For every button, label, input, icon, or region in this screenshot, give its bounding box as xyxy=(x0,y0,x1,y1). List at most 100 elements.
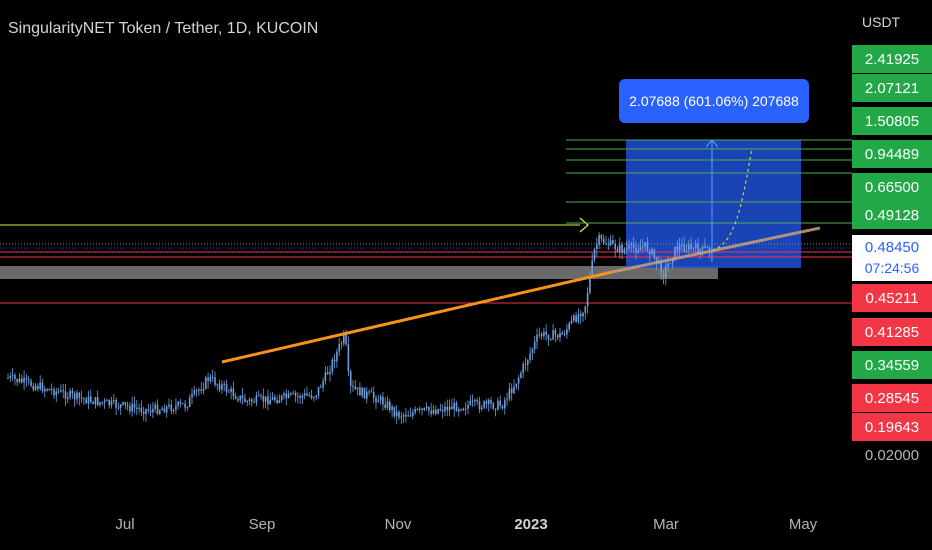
candle-body xyxy=(119,404,122,408)
candle-body xyxy=(191,393,193,398)
candle-body xyxy=(577,314,580,322)
candle-body xyxy=(87,396,90,404)
candle-body xyxy=(301,395,304,399)
candle-body xyxy=(267,396,269,405)
candle-body xyxy=(632,243,635,248)
candle-body xyxy=(186,407,189,409)
candle-body xyxy=(602,238,605,244)
candle-body xyxy=(366,391,368,399)
candle-body xyxy=(303,393,306,396)
candle-body xyxy=(96,397,99,406)
candle-body xyxy=(674,246,676,260)
candle-body xyxy=(216,384,219,386)
candle-body xyxy=(198,389,200,391)
candle-body xyxy=(129,406,131,412)
candle-body xyxy=(124,402,127,405)
candle-body xyxy=(531,349,534,354)
candle-body xyxy=(451,406,453,410)
candle-body xyxy=(165,406,168,413)
candle-body xyxy=(126,404,129,407)
price-tag: 1.50805 xyxy=(852,107,932,135)
candle-body xyxy=(575,315,577,322)
candle-body xyxy=(115,400,117,408)
candle-body xyxy=(9,376,12,378)
candle-body xyxy=(435,409,437,414)
candle-body xyxy=(432,409,435,414)
candle-body xyxy=(600,235,603,239)
current-price-tag: 0.48450 07:24:56 xyxy=(852,235,932,281)
candle-body xyxy=(428,406,430,411)
candle-body xyxy=(596,245,598,250)
candle-body xyxy=(407,415,409,417)
candle-body xyxy=(297,395,299,397)
candle-body xyxy=(110,400,113,406)
candle-body xyxy=(487,400,490,404)
candle-body xyxy=(708,247,711,252)
candle-body xyxy=(612,240,614,244)
candle-body xyxy=(359,387,361,396)
candle-body xyxy=(441,410,444,412)
candle-body xyxy=(683,244,685,252)
candle-body xyxy=(570,320,573,324)
candle-body xyxy=(14,375,16,379)
candle-body xyxy=(343,333,345,344)
candle-body xyxy=(37,386,39,389)
candle-body xyxy=(345,333,347,345)
candle-body xyxy=(573,315,575,321)
candle-body xyxy=(223,384,225,386)
candle-body xyxy=(386,401,389,409)
price-tag: 0.45211 xyxy=(852,284,932,312)
candle-body xyxy=(188,397,191,408)
candle-body xyxy=(554,330,557,335)
candle-body xyxy=(556,334,559,338)
candle-body xyxy=(448,406,451,411)
candle-body xyxy=(609,240,612,246)
candle-body xyxy=(320,386,322,388)
candle-body xyxy=(145,408,147,415)
candle-body xyxy=(598,235,600,246)
candle-body xyxy=(170,404,173,412)
candle-body xyxy=(338,344,340,352)
candle-body xyxy=(368,391,370,393)
projection-path xyxy=(711,147,753,251)
candle-body xyxy=(71,390,74,394)
candle-body xyxy=(230,388,232,392)
candle-body xyxy=(690,244,692,249)
candle-body xyxy=(195,390,198,392)
candle-body xyxy=(179,401,182,404)
candle-body xyxy=(251,399,253,402)
candle-body xyxy=(41,382,44,392)
candle-body xyxy=(257,395,260,397)
candle-body xyxy=(136,407,138,409)
measure-label[interactable]: 2.07688 (601.06%) 207688 xyxy=(619,79,809,123)
candle-body xyxy=(172,409,175,412)
price-tag: 0.66500 xyxy=(852,173,932,201)
candle-body xyxy=(193,390,196,394)
candle-body xyxy=(665,266,667,278)
support-zone xyxy=(0,266,718,279)
candle-body xyxy=(646,242,649,251)
candle-body xyxy=(234,396,237,399)
target-zone xyxy=(626,140,801,268)
candle-body xyxy=(246,401,248,403)
candle-body xyxy=(513,386,515,394)
arrow-icon xyxy=(705,139,719,148)
candle-body xyxy=(50,388,53,390)
candle-body xyxy=(34,386,37,390)
candle-body xyxy=(149,410,152,413)
candle-body xyxy=(485,401,488,404)
candle-body xyxy=(510,388,513,394)
candle-body xyxy=(101,402,104,404)
candle-body xyxy=(283,393,285,396)
candle-body xyxy=(73,393,76,400)
candle-body xyxy=(48,388,51,391)
candle-body xyxy=(103,400,106,403)
candle-body xyxy=(688,244,690,251)
candle-body xyxy=(99,402,101,406)
candle-body xyxy=(616,249,619,252)
candle-body xyxy=(579,314,582,317)
candle-body xyxy=(653,248,656,258)
candle-body xyxy=(605,243,607,245)
